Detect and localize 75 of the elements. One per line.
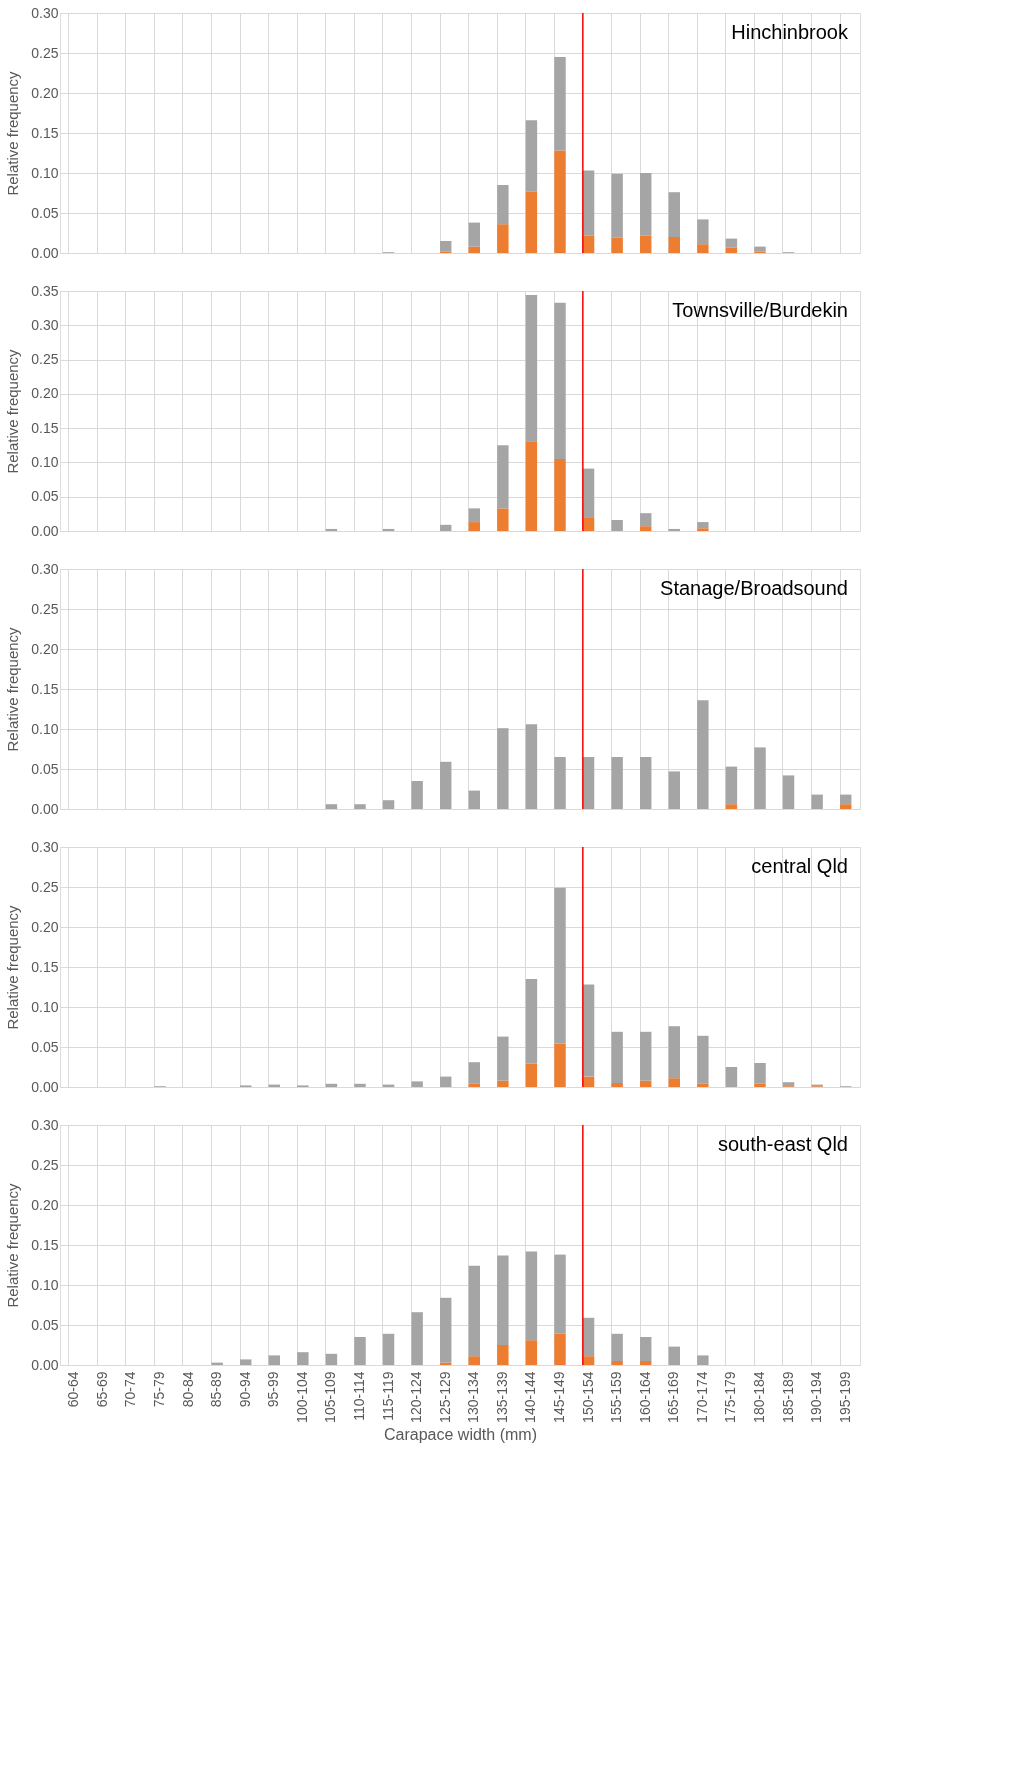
x-tick-label: 185-189 <box>779 1371 796 1423</box>
y-tick-label: 0.05 <box>31 1316 59 1333</box>
chart-title: Stanage/Broadsound <box>660 577 848 599</box>
x-tick-label: 150-154 <box>579 1371 596 1423</box>
x-tick-label: 75-79 <box>151 1371 167 1408</box>
x-tick-label: 100-104 <box>293 1371 310 1423</box>
chart-title: Townsville/Burdekin <box>672 299 848 321</box>
x-tick-label: 140-144 <box>522 1371 539 1423</box>
y-tick-label: 0.10 <box>31 1276 59 1293</box>
x-tick-label: 155-159 <box>608 1371 625 1423</box>
y-tick-label: 0.10 <box>31 998 59 1015</box>
y-tick-label: 0.00 <box>31 1356 59 1373</box>
y-tick-label: 0.20 <box>31 640 59 657</box>
y-tick-label: 0.25 <box>31 1156 59 1173</box>
y-tick-label: 0.30 <box>31 560 59 577</box>
x-tick-label: 60-64 <box>65 1371 82 1408</box>
y-tick-label: 0.10 <box>31 164 59 181</box>
x-tick-label: 165-169 <box>665 1371 682 1423</box>
y-tick-label: 0.10 <box>31 453 59 470</box>
y-tick-label: 0.05 <box>31 1038 59 1055</box>
y-tick-label: 0.25 <box>31 351 59 368</box>
x-tick-label: 90-94 <box>236 1371 253 1408</box>
y-tick-label: 0.25 <box>31 44 59 61</box>
y-axis-title: Relative frequency <box>4 626 22 752</box>
y-tick-label: 0.30 <box>31 4 59 21</box>
y-tick-label: 0.20 <box>31 1196 59 1213</box>
y-tick-label: 0.30 <box>31 316 59 333</box>
y-tick-label: 0.15 <box>31 419 59 436</box>
y-axis-title: Relative frequency <box>4 348 22 474</box>
y-tick-label: 0.30 <box>31 1116 59 1133</box>
y-tick-label: 0.20 <box>31 918 59 935</box>
x-tick-label: 175-179 <box>722 1371 739 1423</box>
x-axis-title: Carapace width (mm) <box>384 1425 537 1443</box>
y-tick-label: 0.30 <box>31 838 59 855</box>
y-tick-label: 0.15 <box>31 1236 59 1253</box>
y-tick-label: 0.00 <box>31 1078 59 1095</box>
y-axis-title: Relative frequency <box>4 70 22 196</box>
y-tick-label: 0.00 <box>31 244 59 261</box>
y-tick-label: 0.20 <box>31 84 59 101</box>
x-tick-label: 120-124 <box>408 1371 425 1423</box>
x-tick-label: 110-114 <box>351 1371 367 1421</box>
y-tick-label: 0.20 <box>31 385 59 402</box>
y-tick-label: 0.15 <box>31 680 59 697</box>
x-tick-label: 65-69 <box>93 1371 110 1408</box>
x-tick-label: 160-164 <box>636 1371 653 1423</box>
y-tick-label: 0.05 <box>31 204 59 221</box>
y-tick-label: 0.15 <box>31 958 59 975</box>
x-tick-label: 130-134 <box>465 1371 482 1423</box>
x-tick-label: 170-174 <box>693 1371 710 1423</box>
chart-title: central Qld <box>751 855 848 877</box>
x-tick-label: 70-74 <box>122 1371 139 1408</box>
x-tick-label: 85-89 <box>208 1371 225 1408</box>
x-tick-label: 80-84 <box>179 1371 196 1408</box>
x-tick-label: 95-99 <box>265 1371 282 1408</box>
x-tick-label: 115-119 <box>379 1371 396 1421</box>
x-tick-label: 135-139 <box>493 1371 510 1423</box>
y-tick-label: 0.15 <box>31 124 59 141</box>
x-tick-label: 195-199 <box>836 1371 853 1423</box>
y-tick-label: 0.35 <box>31 282 59 299</box>
x-tick-label: 180-184 <box>751 1371 767 1423</box>
y-axis-title: Relative frequency <box>4 1182 22 1308</box>
chart-title: Hinchinbrook <box>731 21 849 43</box>
x-tick-label: 190-194 <box>808 1371 825 1423</box>
y-tick-label: 0.10 <box>31 720 59 737</box>
x-tick-label: 105-109 <box>322 1371 339 1423</box>
y-tick-label: 0.05 <box>31 488 59 505</box>
y-tick-label: 0.25 <box>31 600 59 617</box>
y-tick-label: 0.00 <box>31 800 59 817</box>
x-tick-label: 145-149 <box>551 1371 567 1423</box>
chart-title: south-east Qld <box>717 1133 848 1155</box>
y-axis-title: Relative frequency <box>4 904 22 1030</box>
y-tick-label: 0.25 <box>31 878 59 895</box>
y-tick-label: 0.05 <box>31 760 59 777</box>
x-tick-label: 125-129 <box>436 1371 453 1423</box>
y-tick-label: 0.00 <box>31 522 59 539</box>
